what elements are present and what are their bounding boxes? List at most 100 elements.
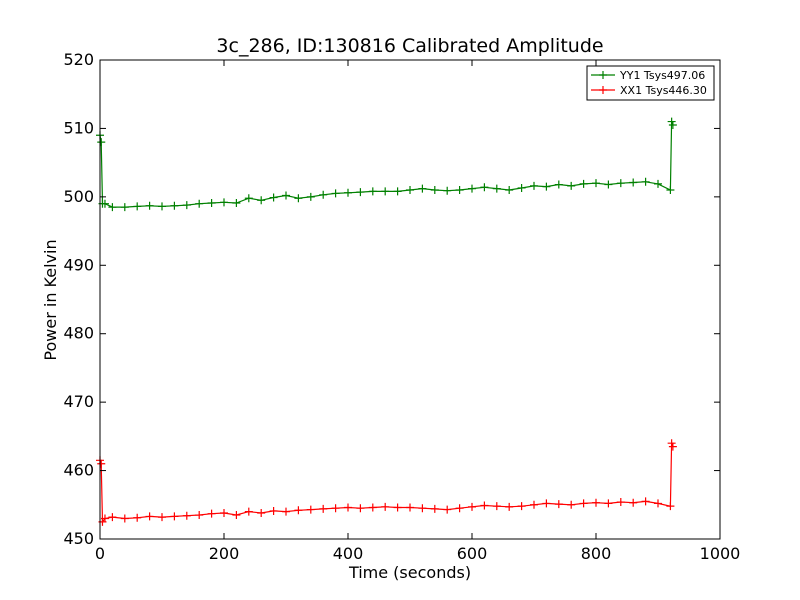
data-point — [331, 504, 340, 513]
axes-layer: 0 200 400 600 800 1000 450 460 470 480 490 500 510 52… — [63, 50, 740, 563]
x-axis-label: Time (seconds) — [348, 563, 471, 582]
data-point — [344, 503, 352, 512]
data-point — [282, 191, 290, 200]
data-point — [554, 500, 563, 509]
x-tick-label: 800 — [581, 544, 612, 563]
data-point — [579, 499, 588, 508]
data-point — [232, 511, 241, 520]
data-point — [668, 121, 677, 130]
series-layer — [96, 117, 677, 526]
data-point — [257, 508, 266, 517]
data-point — [182, 511, 191, 520]
data-point — [530, 500, 538, 509]
data-point — [480, 501, 489, 510]
data-point — [257, 196, 266, 205]
chart-title: 3c_286, ID:130816 Calibrated Amplitude — [216, 35, 603, 57]
data-point — [629, 178, 638, 187]
data-point — [492, 502, 501, 511]
legend-item: YY1 Tsys497.06 — [591, 69, 705, 82]
data-point — [641, 177, 650, 186]
data-point — [530, 181, 538, 190]
data-point — [654, 179, 662, 188]
data-point — [418, 504, 427, 513]
data-point — [542, 499, 551, 508]
data-point — [145, 512, 154, 521]
y-tick-label: 470 — [63, 392, 94, 411]
data-point — [430, 504, 439, 513]
legend-marker — [599, 86, 607, 94]
data-point — [592, 179, 600, 188]
data-point — [579, 179, 588, 188]
x-tick-label: 400 — [333, 544, 364, 563]
data-point — [182, 201, 191, 210]
data-point — [356, 188, 365, 197]
data-point — [108, 513, 117, 522]
y-tick-label: 500 — [63, 187, 94, 206]
data-point — [492, 184, 501, 193]
data-point — [195, 511, 204, 520]
data-point — [381, 502, 390, 511]
data-point — [368, 503, 377, 512]
data-point — [232, 199, 241, 208]
series-line — [99, 442, 674, 524]
y-axis-label: Power in Kelvin — [41, 239, 60, 360]
legend: YY1 Tsys497.06 XX1 Tsys446.30 — [586, 65, 715, 101]
data-point — [244, 194, 253, 203]
data-point — [100, 199, 109, 208]
y-tick-label: 480 — [63, 324, 94, 343]
data-point — [294, 506, 303, 515]
data-point — [331, 189, 340, 198]
data-point — [567, 181, 576, 190]
data-point — [100, 514, 109, 523]
y-tick-label: 490 — [63, 255, 94, 274]
data-point — [567, 500, 576, 509]
legend-box — [586, 65, 715, 101]
data-point — [629, 498, 638, 507]
data-point — [294, 194, 303, 203]
data-point — [170, 512, 179, 521]
data-point — [406, 503, 414, 512]
data-point — [120, 203, 129, 212]
series-1 — [96, 117, 677, 212]
data-point — [505, 502, 514, 511]
data-point — [616, 179, 625, 188]
data-point — [592, 498, 600, 507]
data-point — [517, 183, 526, 192]
data-point — [455, 504, 464, 513]
data-point — [430, 186, 439, 195]
data-point — [108, 203, 117, 212]
series-2 — [96, 439, 677, 526]
legend-marker — [599, 71, 607, 79]
data-point — [654, 499, 662, 508]
data-point — [667, 439, 676, 448]
data-point — [220, 508, 228, 517]
data-point — [244, 507, 253, 516]
data-point — [505, 186, 514, 195]
data-point — [381, 187, 390, 196]
data-point — [641, 497, 650, 506]
data-point — [418, 184, 427, 193]
x-tick-label: 600 — [457, 544, 488, 563]
data-point — [170, 201, 179, 210]
data-point — [443, 186, 452, 195]
plot-frame — [99, 59, 721, 540]
data-point — [207, 199, 216, 208]
data-point — [604, 180, 613, 189]
x-tick-label: 1000 — [700, 544, 741, 563]
data-point — [542, 182, 551, 191]
data-point — [468, 184, 476, 193]
data-point — [195, 199, 204, 208]
data-point — [604, 499, 613, 508]
x-tick-label: 200 — [209, 544, 240, 563]
data-point — [554, 180, 563, 189]
data-point — [207, 509, 216, 518]
data-point — [668, 442, 677, 451]
data-point — [269, 506, 278, 515]
data-point — [269, 193, 278, 202]
data-point — [306, 505, 315, 514]
data-point — [666, 502, 675, 511]
series-line — [99, 121, 674, 208]
data-point — [455, 186, 464, 195]
data-point — [133, 513, 142, 522]
